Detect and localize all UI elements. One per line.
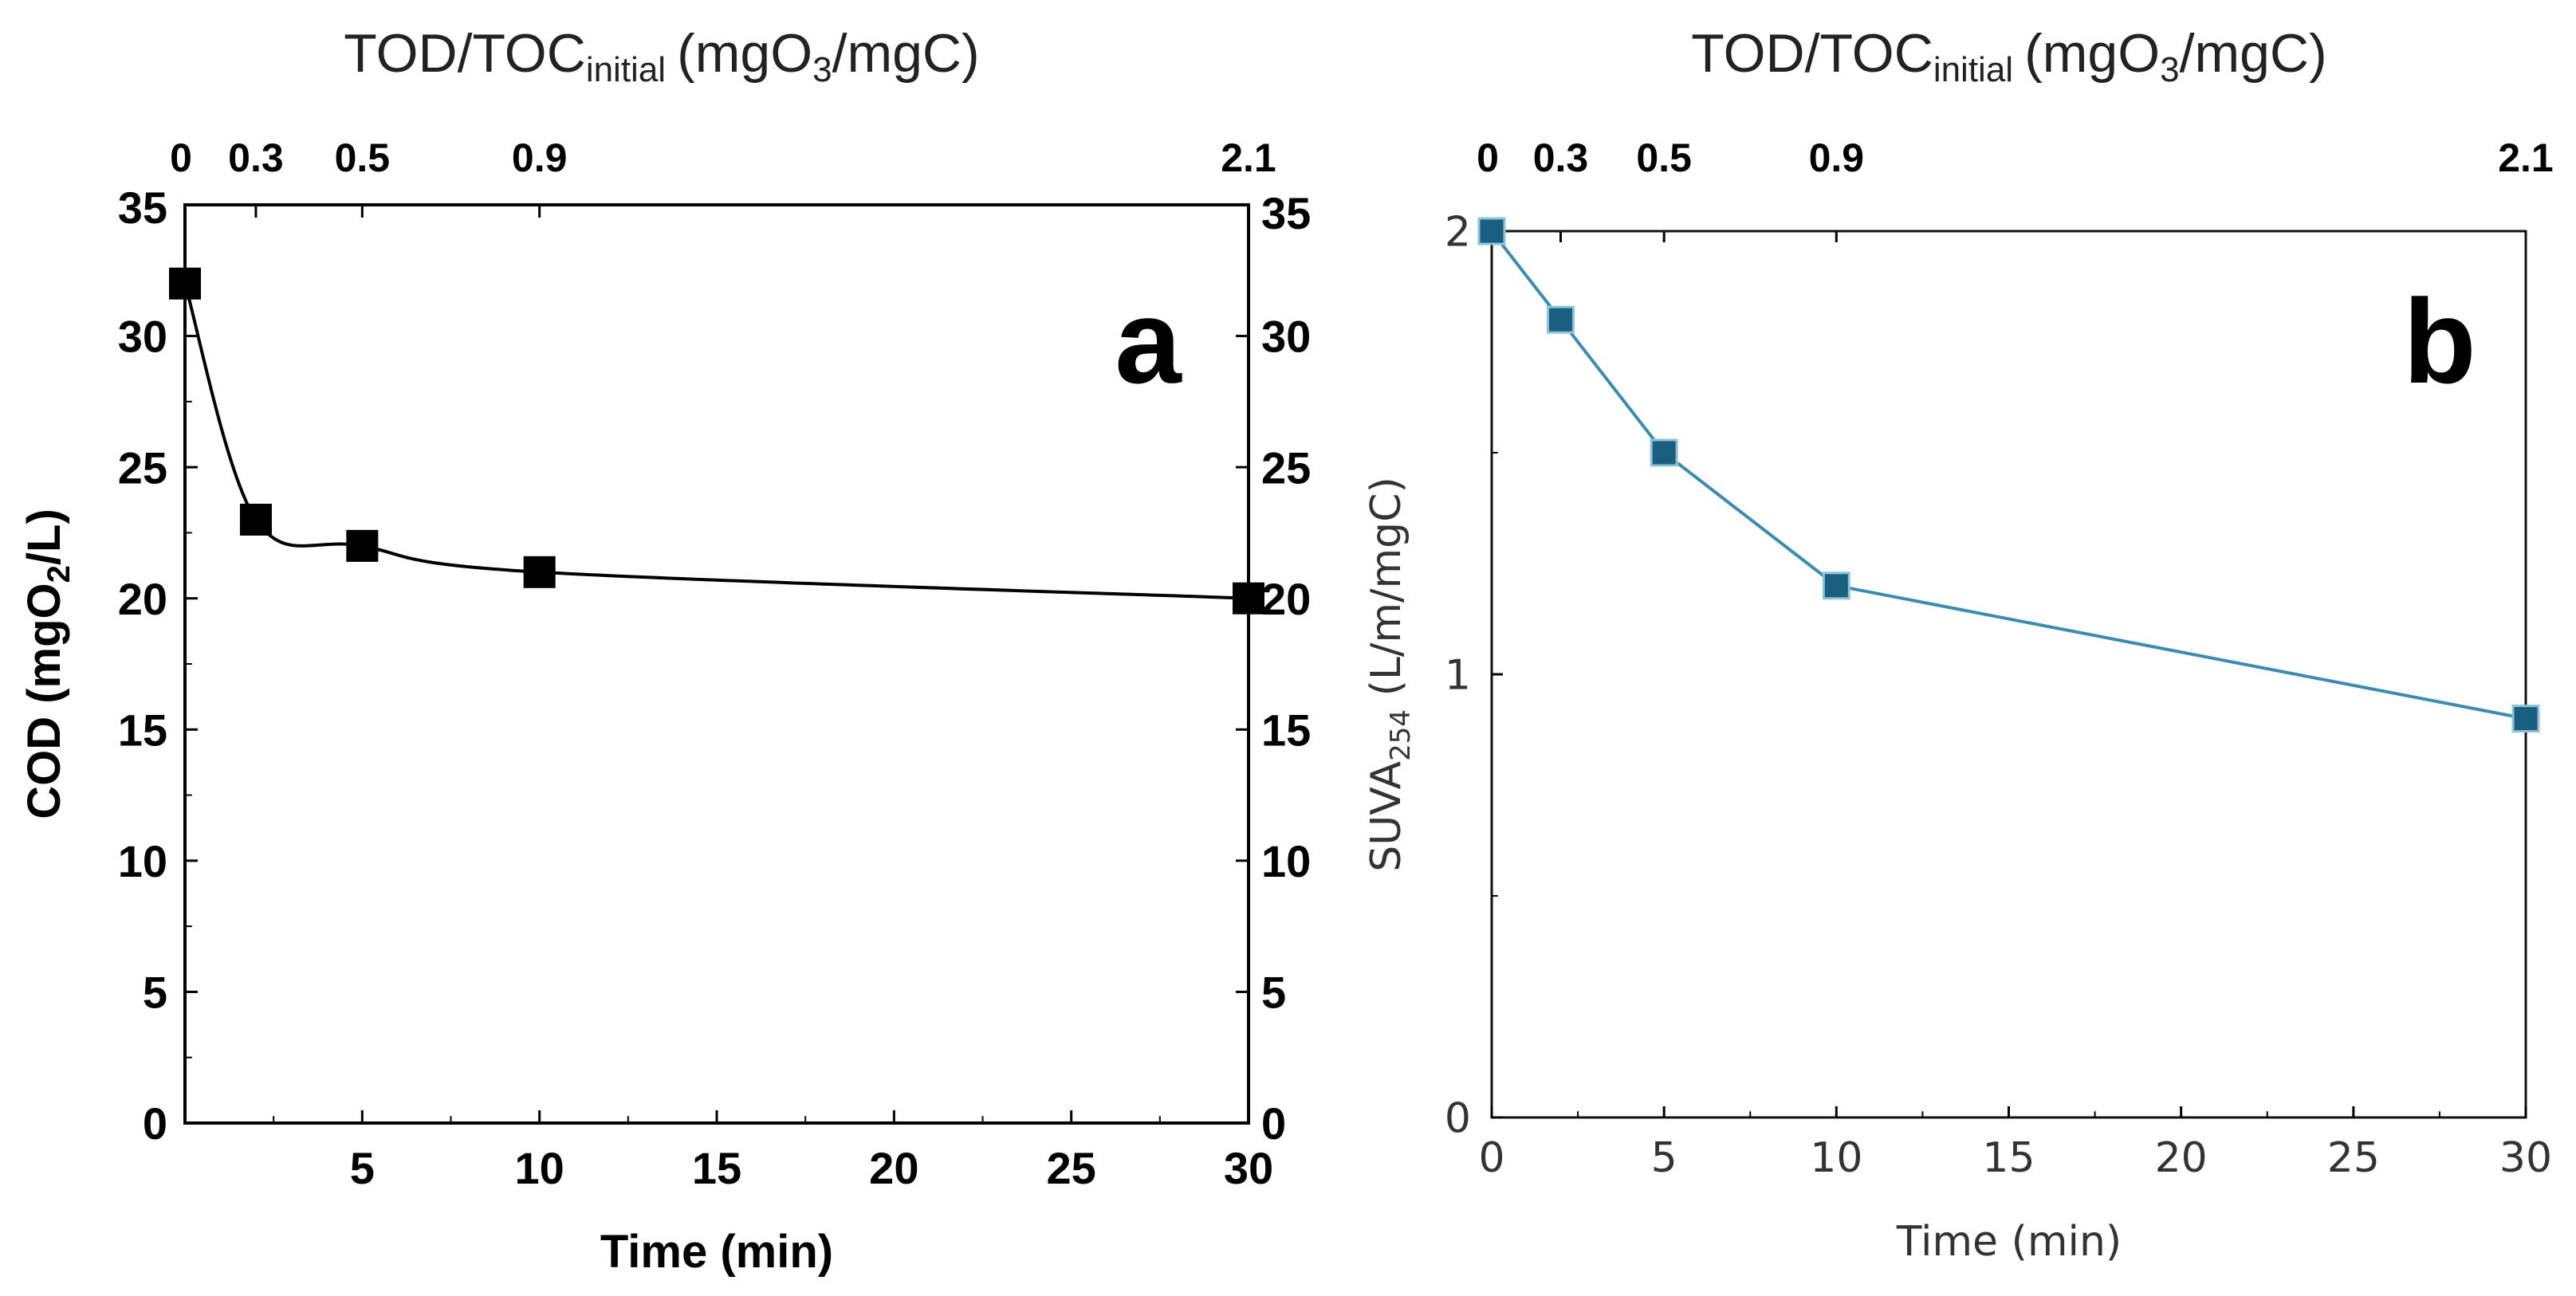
top-tick-label: 0.5 [1636, 135, 1692, 180]
top-axis-title-b: TOD/TOCinitial (mgO3/mgC) [1691, 23, 2326, 89]
y-axis-label-b: SUVA254 (L/m/mgC) [1363, 477, 1417, 872]
y-axis-ticks-a: 0 5 10 15 20 25 30 [118, 203, 198, 1149]
x-tick-label: 15 [1982, 1134, 2035, 1182]
right-y-tick-label: 15 [1261, 705, 1311, 755]
x-tick-label: 0 [1478, 1134, 1504, 1182]
x-tick-label: 30 [2499, 1134, 2552, 1182]
x-axis-label-a: Time (min) [600, 1226, 833, 1278]
x-tick-label: 5 [1651, 1134, 1677, 1182]
top-tick-label: 0.9 [512, 135, 568, 180]
y-axis-ticks-b: 0 1 2 [1445, 209, 1503, 1143]
y-tick-label: 30 [118, 312, 167, 362]
y-tick-label: 20 [118, 574, 167, 624]
x-tick-label: 20 [2155, 1134, 2208, 1182]
data-point-suva254-4 [2511, 705, 2540, 733]
data-point-cod-0 [169, 267, 201, 300]
data-point-suva254-3 [1822, 571, 1850, 600]
top-tick-label: 2.1 [1221, 135, 1276, 180]
x-tick-label: 10 [515, 1143, 564, 1193]
y-tick-label-35-top-a: 35 [118, 183, 167, 233]
chart-panel-b: TOD/TOCinitial (mgO3/mgC) 0 0.3 0.5 0.9 2.1 0… [1363, 23, 2554, 1266]
panel-label-a: a [1115, 274, 1182, 408]
chart-panel-a: TOD/TOCinitial (mgO3/mgC) 0 0.3 0.5 0.9 2.1 3… [18, 23, 1311, 1278]
y-tick-label: 2 [1445, 209, 1471, 257]
top-tick-label: 0.3 [1533, 135, 1589, 180]
top-tick-label: 0 [1477, 135, 1499, 180]
x-tick-label: 25 [1047, 1143, 1096, 1193]
top-tick-labels-a: 0 0.3 0.5 0.9 2.1 [170, 135, 1276, 218]
data-point-cod-3 [523, 556, 556, 588]
data-point-suva254-0 [1477, 217, 1506, 245]
top-tick-label: 2.1 [2498, 135, 2554, 180]
y-tick-label: 15 [118, 705, 167, 755]
right-y-tick-label: 30 [1261, 312, 1311, 362]
y-tick-label: 1 [1445, 652, 1471, 700]
y-axis-label-a: COD (mgO2/L) [18, 509, 77, 819]
x-axis-ticks-b: 0 5 10 15 20 25 30 [1478, 1106, 2552, 1182]
y-tick-label: 5 [143, 968, 167, 1018]
panel-label-b: b [2403, 274, 2476, 408]
top-tick-label: 0 [170, 135, 192, 180]
x-tick-label: 20 [869, 1143, 918, 1193]
data-point-suva254-2 [1650, 438, 1678, 467]
top-tick-label: 0.9 [1809, 135, 1865, 180]
top-tick-label: 0.3 [228, 135, 284, 180]
x-tick-label: 5 [350, 1143, 375, 1193]
right-y-tick-label: 35 [1261, 188, 1311, 238]
data-point-cod-1 [239, 503, 272, 536]
top-tick-labels-b: 0 0.3 0.5 0.9 2.1 [1477, 135, 2554, 242]
series-markers-cod [169, 267, 1264, 615]
x-tick-label: 15 [692, 1143, 741, 1193]
x-tick-label: 30 [1224, 1143, 1273, 1193]
right-y-tick-label: 20 [1261, 574, 1311, 624]
x-tick-label: 10 [1810, 1134, 1862, 1182]
data-point-cod-2 [346, 529, 379, 562]
right-y-tick-label: 0 [1261, 1098, 1286, 1149]
data-point-suva254-1 [1546, 305, 1575, 334]
x-tick-label: 25 [2327, 1134, 2380, 1182]
y-tick-label: 10 [118, 836, 167, 886]
y-tick-label: 0 [143, 1098, 167, 1149]
x-axis-ticks-a: 5 10 15 20 25 30 [273, 1110, 1273, 1193]
right-y-tick-label: 5 [1261, 968, 1286, 1018]
top-axis-title-a: TOD/TOCinitial (mgO3/mgC) [344, 23, 979, 89]
data-point-cod-4 [1233, 582, 1264, 615]
series-markers-suva254 [1477, 217, 2540, 733]
x-axis-label-b: Time (min) [1896, 1218, 2122, 1266]
top-tick-label: 0.5 [335, 135, 391, 180]
y-tick-label: 0 [1445, 1095, 1471, 1143]
right-y-tick-label: 10 [1261, 836, 1311, 886]
y-tick-label: 25 [118, 442, 167, 493]
right-y-axis-ticks-a: 0 5 10 15 20 25 30 35 [1236, 188, 1311, 1149]
series-line-cod [183, 283, 1249, 600]
right-y-tick-label: 25 [1261, 442, 1311, 493]
